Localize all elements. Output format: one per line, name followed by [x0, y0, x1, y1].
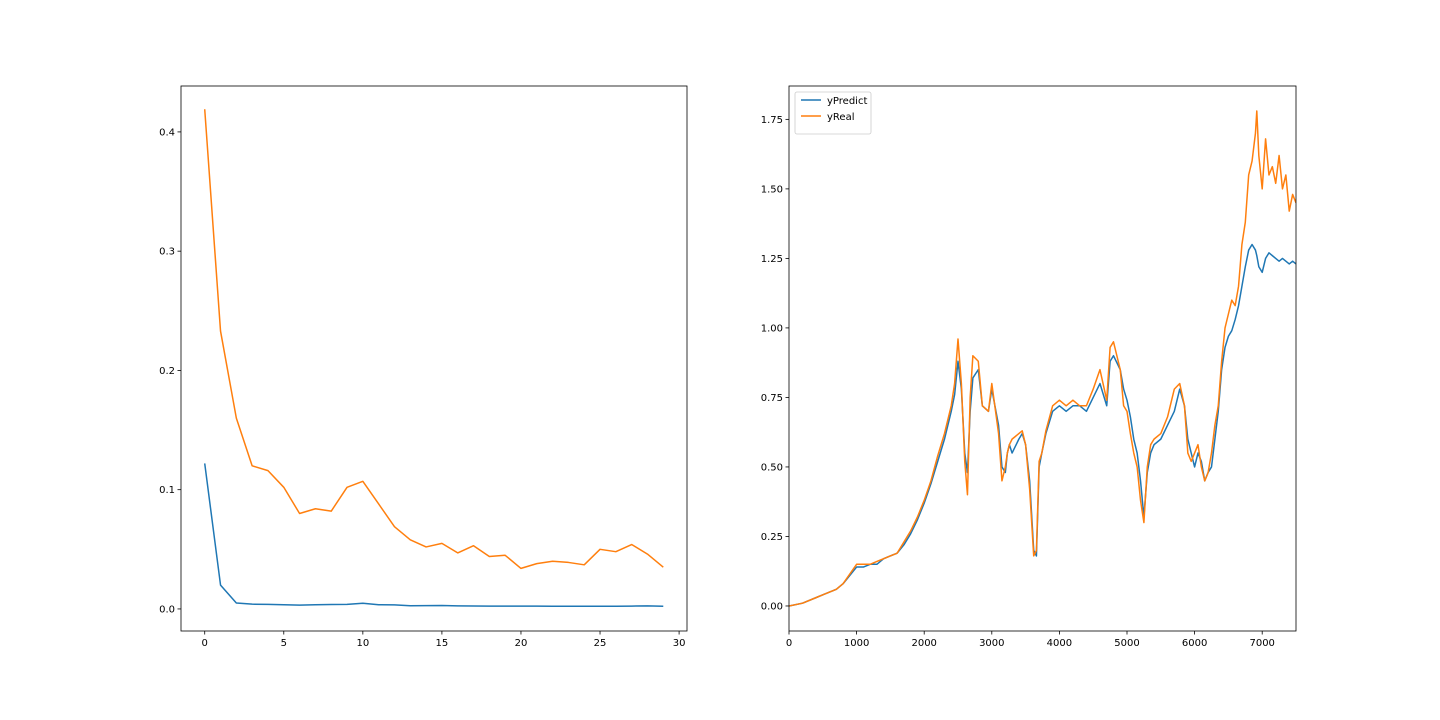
x-tick-label: 3000 — [979, 638, 1004, 649]
x-tick-label: 20 — [515, 638, 528, 649]
y-tick-label: 0.50 — [761, 462, 783, 473]
y-tick-label: 1.50 — [761, 184, 783, 195]
x-tick-label: 4000 — [1047, 638, 1072, 649]
series-line-yreal — [789, 110, 1296, 607]
y-tick-label: 0.4 — [159, 127, 175, 138]
axes-frame — [180, 85, 688, 632]
x-tick-label: 7000 — [1249, 638, 1274, 649]
y-tick-label: 0.00 — [761, 601, 783, 612]
x-tick-label: 15 — [436, 638, 449, 649]
y-tick-label: 0.3 — [159, 247, 175, 258]
y-tick-label: 0.75 — [761, 393, 783, 404]
y-tick-label: 1.25 — [761, 254, 783, 265]
series-line-1 — [203, 109, 664, 570]
x-tick-label: 10 — [356, 638, 369, 649]
loss-chart: 0 5 10 15 20 25 30 0.0 0.1 0.2 0.3 0.4 — [159, 85, 688, 649]
x-tick-label: 25 — [594, 638, 607, 649]
x-tick-label: 0 — [202, 638, 208, 649]
x-tick-label: 5000 — [1114, 638, 1139, 649]
x-tick-label: 5 — [281, 638, 287, 649]
y-tick-label: 1.00 — [761, 323, 783, 334]
legend-label-ypredict: yPredict — [827, 96, 867, 107]
x-tick-label: 30 — [673, 638, 686, 649]
legend-label-yreal: yReal — [827, 112, 854, 123]
y-tick-label: 0.25 — [761, 532, 783, 543]
axes-frame — [788, 85, 1297, 632]
legend: yPredict yReal — [794, 91, 872, 135]
y-tick-label: 0.2 — [159, 366, 175, 377]
x-tick-label: 0 — [786, 638, 792, 649]
x-tick-label: 1000 — [844, 638, 869, 649]
series-line-0 — [203, 463, 664, 608]
legend-box — [794, 91, 872, 135]
x-tick-label: 6000 — [1182, 638, 1207, 649]
series-line-ypredict — [789, 243, 1296, 607]
x-tick-label: 2000 — [911, 638, 936, 649]
y-tick-label: 1.75 — [761, 115, 783, 126]
y-tick-label: 0.0 — [159, 604, 175, 615]
y-tick-label: 0.1 — [159, 485, 175, 496]
prediction-chart: 0 1000 2000 3000 4000 5000 6000 7000 0.00 0.25 0.5… — [761, 85, 1297, 649]
